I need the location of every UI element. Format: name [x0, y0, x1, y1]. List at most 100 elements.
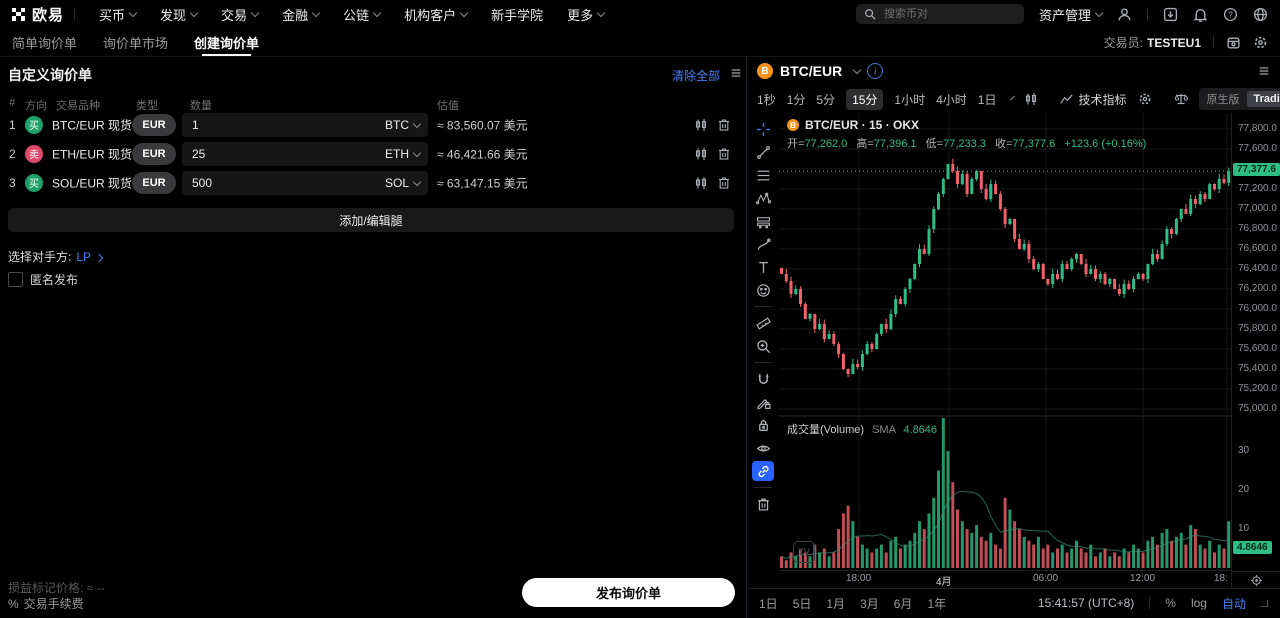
- tf-1m[interactable]: 1分: [786, 92, 806, 107]
- add-edit-leg-button[interactable]: 添加/编辑腿: [8, 208, 734, 232]
- resize-handle[interactable]: [1261, 599, 1268, 607]
- nav-buy-crypto[interactable]: 买币: [99, 5, 138, 24]
- percent-scale-button[interactable]: %: [1165, 596, 1176, 610]
- auto-scale-button[interactable]: 自动: [1221, 596, 1246, 611]
- user-icon[interactable]: [1117, 7, 1132, 22]
- globe-icon[interactable]: [1253, 7, 1268, 22]
- nav-academy[interactable]: 新手学院: [491, 7, 544, 23]
- counterparty-link[interactable]: LP: [76, 250, 104, 264]
- tf-15m[interactable]: 15分: [846, 88, 884, 110]
- delete-leg-icon[interactable]: [717, 147, 731, 161]
- hide-drawings-icon[interactable]: [752, 438, 774, 458]
- nav-institutional[interactable]: 机构客户: [404, 5, 469, 24]
- range-5d[interactable]: 5日: [792, 596, 812, 611]
- compare-scale-icon[interactable]: [1174, 92, 1188, 106]
- instrument-selector[interactable]: ETH/EUR 现货: [52, 145, 154, 162]
- candle-chart-icon[interactable]: [694, 118, 708, 132]
- chart-plot-area[interactable]: B BTC/EUR · 15 · OKX 开=77,262.0 高=77,396…: [779, 113, 1231, 588]
- candle-style-icon[interactable]: [1024, 92, 1038, 106]
- tf-4h[interactable]: 4小时: [936, 92, 967, 107]
- chart-menu-icon[interactable]: [1258, 65, 1270, 77]
- type-pill[interactable]: EUR: [132, 171, 176, 194]
- range-1mo[interactable]: 1月: [826, 596, 846, 611]
- ruler-icon[interactable]: [752, 313, 774, 333]
- brush-icon[interactable]: [752, 234, 774, 254]
- top-right-actions: 资产管理 ?: [855, 4, 1268, 24]
- tab-simple-rfq[interactable]: 简单询价单: [12, 35, 78, 51]
- delete-leg-icon[interactable]: [717, 118, 731, 132]
- amount-field: BTC: [182, 112, 428, 137]
- publish-rfq-button[interactable]: 发布询价单: [522, 578, 735, 607]
- nav-chain[interactable]: 公链: [343, 5, 382, 24]
- nav-discover[interactable]: 发现: [160, 5, 199, 24]
- long-position-icon[interactable]: [752, 211, 774, 231]
- magnet-icon[interactable]: [752, 369, 774, 389]
- price-axis-label: 75,000.0: [1238, 403, 1277, 414]
- anonymous-checkbox[interactable]: [8, 272, 23, 287]
- amount-input[interactable]: [190, 145, 344, 162]
- trading-fee-label[interactable]: 交易手续费: [23, 597, 84, 611]
- fib-retracement-icon[interactable]: [752, 165, 774, 185]
- scroll-to-realtime-icon[interactable]: [1232, 571, 1280, 588]
- okx-logo[interactable]: 欧易: [12, 4, 64, 25]
- candle-chart-icon[interactable]: [694, 147, 708, 161]
- amount-input[interactable]: [190, 174, 344, 191]
- instrument-selector[interactable]: BTC/EUR 现货: [52, 116, 154, 133]
- trend-line-icon[interactable]: [752, 142, 774, 162]
- instrument-selector[interactable]: SOL/EUR 现货: [52, 174, 154, 191]
- zoom-in-icon[interactable]: [752, 336, 774, 356]
- assets-menu[interactable]: 资产管理: [1039, 5, 1104, 24]
- nav-finance[interactable]: 金融: [282, 5, 321, 24]
- log-scale-button[interactable]: log: [1190, 596, 1207, 610]
- notifications-icon[interactable]: [1193, 7, 1208, 22]
- native-version-option[interactable]: 原生版: [1206, 94, 1240, 106]
- clear-all-link[interactable]: 清除全部: [671, 69, 720, 83]
- chevron-down-icon[interactable]: [852, 65, 862, 75]
- type-pill[interactable]: EUR: [132, 142, 176, 165]
- custom-rfq-panel: 自定义询价单 清除全部 # 方向 交易品种 类型 数量 估值 1 买 BTC/E…: [0, 57, 746, 618]
- currency-select[interactable]: SOL: [385, 176, 422, 190]
- link-interval-icon[interactable]: [752, 461, 774, 481]
- search-box[interactable]: [855, 4, 1024, 24]
- emoji-icon[interactable]: [752, 280, 774, 300]
- remove-drawings-icon[interactable]: [752, 494, 774, 514]
- panel-menu-icon[interactable]: [730, 67, 742, 79]
- range-6mo[interactable]: 6月: [893, 596, 913, 611]
- tab-create-rfq[interactable]: 创建询价单: [194, 28, 259, 56]
- xabcd-pattern-icon[interactable]: [752, 188, 774, 208]
- delete-leg-icon[interactable]: [717, 176, 731, 190]
- indicators-button[interactable]: 技术指标: [1060, 91, 1127, 108]
- tab-rfq-market[interactable]: 询价单市场: [103, 35, 169, 51]
- chart-settings-icon[interactable]: [1138, 92, 1152, 106]
- lock-all-icon[interactable]: [752, 415, 774, 435]
- help-icon[interactable]: ?: [1223, 7, 1238, 22]
- info-icon[interactable]: i: [867, 63, 884, 79]
- download-app-icon[interactable]: [1163, 7, 1178, 22]
- symbol-title[interactable]: BTC/EUR: [780, 63, 843, 79]
- tf-1h[interactable]: 1小时: [894, 92, 926, 107]
- orders-history-icon[interactable]: [1226, 35, 1241, 50]
- range-1y[interactable]: 1年: [927, 596, 947, 611]
- time-axis[interactable]: 18:00 4月 06:00 12:00 18:: [779, 570, 1231, 588]
- tf-5m[interactable]: 5分: [816, 92, 836, 107]
- range-1d[interactable]: 1日: [759, 596, 778, 611]
- nav-more[interactable]: 更多: [567, 5, 606, 24]
- range-3mo[interactable]: 3月: [860, 596, 879, 611]
- tradingview-option[interactable]: TradingView: [1246, 91, 1280, 107]
- type-pill[interactable]: EUR: [132, 113, 176, 136]
- tf-1d[interactable]: 1日: [977, 92, 997, 107]
- chevron-down-icon: [596, 8, 606, 18]
- tf-1s[interactable]: 1秒: [757, 92, 776, 107]
- currency-select[interactable]: ETH: [385, 147, 422, 161]
- currency-select[interactable]: BTC: [385, 118, 422, 132]
- nav-trade[interactable]: 交易: [221, 5, 260, 24]
- amount-input[interactable]: [190, 116, 344, 133]
- price-axis[interactable]: 77,377.6 4.8646 75,000.0 75,200.0 75,400.0…: [1231, 113, 1280, 588]
- crosshair-icon[interactable]: [752, 119, 774, 139]
- chevron-down-icon[interactable]: [1010, 95, 1016, 101]
- settings-gear-icon[interactable]: [1253, 35, 1268, 50]
- candle-chart-icon[interactable]: [694, 176, 708, 190]
- text-icon[interactable]: [752, 257, 774, 277]
- search-input[interactable]: [881, 7, 996, 21]
- edit-lock-icon[interactable]: [752, 392, 774, 412]
